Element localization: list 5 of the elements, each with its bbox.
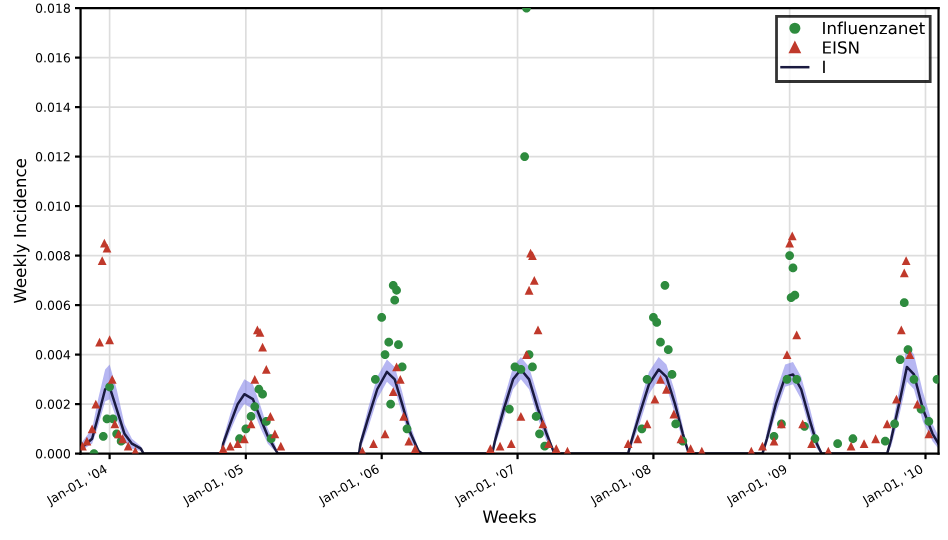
legend-label: EISN [823,41,859,54]
x-axis-title: Weeks [482,510,536,523]
y-axis-title: Weekly Incidence [13,158,30,304]
legend-label: I [823,60,825,74]
legend-label: Influenzanet [823,21,925,35]
